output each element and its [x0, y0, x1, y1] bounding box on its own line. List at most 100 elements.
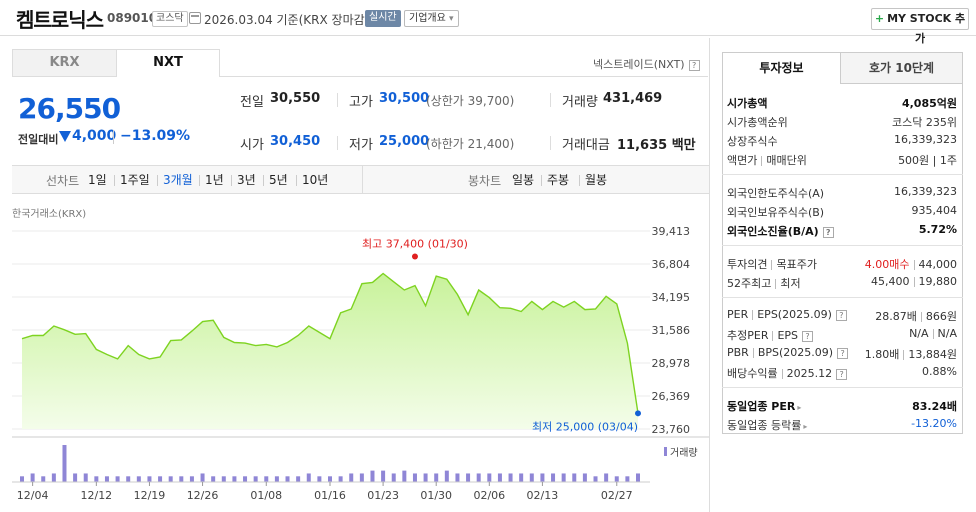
x-tick-label: 12/26 — [187, 489, 219, 502]
volume-bar — [423, 473, 428, 482]
x-tick-label: 02/13 — [527, 489, 559, 502]
chevron-right-icon: ▸ — [803, 422, 808, 431]
volume-bar — [604, 473, 609, 482]
amount-number: 11,635 — [617, 138, 668, 153]
period-item[interactable]: 1년 — [205, 173, 224, 187]
prev-close-label: 전일 — [240, 95, 264, 110]
candle-period-item[interactable]: 주봉 — [547, 173, 570, 187]
right-panel-border — [709, 38, 710, 512]
par-label: 액면가 — [727, 154, 758, 167]
volume-bar — [147, 476, 152, 482]
volume-bar — [168, 476, 173, 482]
plus-icon: + — [874, 12, 885, 25]
dividend-row: 배당수익률 2025.12? 0.88% — [727, 365, 957, 381]
invest-info-box — [722, 84, 963, 434]
stat-separator — [550, 136, 551, 150]
per-label: PER — [727, 308, 749, 321]
y-tick-label: 28,978 — [652, 357, 691, 370]
est-eps-value: N/A — [937, 327, 957, 340]
period-item[interactable]: 5년 — [269, 173, 288, 187]
help-icon[interactable]: ? — [688, 59, 700, 71]
period-item[interactable]: 3개월 — [163, 173, 193, 187]
tab-invest-info[interactable]: 투자정보 — [722, 52, 841, 84]
volume-bar — [338, 476, 343, 482]
amount-label: 거래대금 — [562, 138, 610, 153]
sector-per-label[interactable]: 동일업종 PER — [727, 400, 796, 413]
stat-separator — [337, 93, 338, 107]
volume-bar — [497, 473, 502, 482]
volume-bar — [51, 473, 56, 482]
line-chart-title: 선차트 — [46, 174, 80, 188]
tab-nxt[interactable]: NXT — [116, 49, 220, 77]
period-separator — [114, 175, 115, 186]
volume-bar — [296, 476, 301, 482]
period-bar — [12, 165, 709, 194]
change-percent: −13.09% — [120, 128, 191, 144]
volume-bar — [434, 473, 439, 482]
section-divider — [722, 387, 963, 388]
volume-bar — [285, 476, 290, 482]
period-item[interactable]: 3년 — [237, 173, 256, 187]
realtime-button[interactable]: 실시간 — [365, 10, 401, 27]
low-label: 최저 25,000 (03/04) — [532, 420, 638, 433]
price-chart: 39,413 36,804 34,195 31,586 28,978 26,369 23,7… — [12, 225, 709, 502]
volume-bar — [370, 470, 375, 482]
est-eps-label: EPS — [777, 329, 799, 342]
period-separator — [541, 175, 542, 186]
w52-high-label: 52주최고 — [727, 277, 772, 290]
tab-krx[interactable]: KRX — [12, 49, 117, 77]
volume-legend-swatch — [664, 447, 667, 456]
volume-bar — [126, 476, 131, 482]
help-icon[interactable]: ? — [836, 368, 848, 380]
add-my-stock-label: MY STOCK 추가 — [887, 12, 966, 45]
y-tick-label: 39,413 — [652, 225, 691, 238]
add-my-stock-button[interactable]: + MY STOCK 추가 — [871, 8, 969, 45]
volume-bar — [136, 476, 141, 482]
eps-label: EPS(2025.09) — [757, 308, 832, 321]
volume-bar — [359, 473, 364, 482]
help-icon[interactable]: ? — [835, 309, 847, 321]
help-icon[interactable]: ? — [802, 330, 814, 342]
foreign-ratio-value: 5.72% — [918, 223, 957, 236]
corp-info-dropdown[interactable]: 기업개요 ▾ — [404, 10, 459, 27]
est-per-value: N/A — [909, 327, 929, 340]
low-marker — [635, 410, 641, 417]
volume-bar — [62, 445, 67, 482]
volume-bar — [519, 473, 524, 482]
amount-value: 11,635 백만 — [617, 134, 696, 153]
sector-change-label[interactable]: 동일업종 등락률 — [727, 419, 802, 432]
cap-rank-label: 시가총액순위 — [727, 116, 788, 129]
market-cap-value: 4,085억원 — [901, 97, 957, 110]
foreign-ratio-label: 외국인소진율(B/A) — [727, 225, 819, 238]
shares-row: 상장주식수 16,339,323 — [727, 133, 957, 149]
base-date: 2026.03.04 기준(KRX 장마감) — [204, 13, 370, 27]
opinion-label: 투자의견 — [727, 258, 768, 271]
low-value: 25,000 — [379, 134, 430, 149]
volume-bar — [30, 473, 35, 482]
sector-per-row: 동일업종 PER ▸ 83.24배 — [727, 398, 957, 414]
candle-period-item[interactable]: 일봉 — [512, 173, 535, 187]
tab-divider — [220, 76, 708, 77]
per-value: 28.87배 — [875, 310, 917, 323]
amount-unit: 백만 — [671, 138, 696, 153]
period-item[interactable]: 1일 — [88, 173, 107, 187]
y-tick-label: 36,804 — [652, 258, 691, 271]
candle-period-item[interactable]: 월봉 — [585, 173, 608, 187]
est-per-label: 추정PER — [727, 329, 769, 342]
upper-limit: (상한가 39,700) — [426, 94, 515, 108]
tab-hoga-10[interactable]: 호가 10단계 — [840, 52, 963, 84]
nxt-trade-label: 넥스트레이드(NXT)? — [593, 56, 700, 72]
volume-bar — [221, 476, 226, 482]
low-label: 저가 — [349, 138, 373, 153]
section-divider — [722, 174, 963, 175]
period-item[interactable]: 1주일 — [120, 173, 150, 187]
period-item[interactable]: 10년 — [302, 173, 329, 187]
volume-label: 거래량 — [670, 447, 698, 459]
volume-bar — [614, 476, 619, 482]
high-label: 최고 37,400 (01/30) — [362, 237, 468, 250]
help-icon[interactable]: ? — [822, 226, 834, 238]
volume-bar — [508, 473, 513, 482]
help-icon[interactable]: ? — [837, 347, 849, 359]
pbr-label: PBR — [727, 346, 749, 359]
x-tick-label: 02/27 — [601, 489, 633, 502]
